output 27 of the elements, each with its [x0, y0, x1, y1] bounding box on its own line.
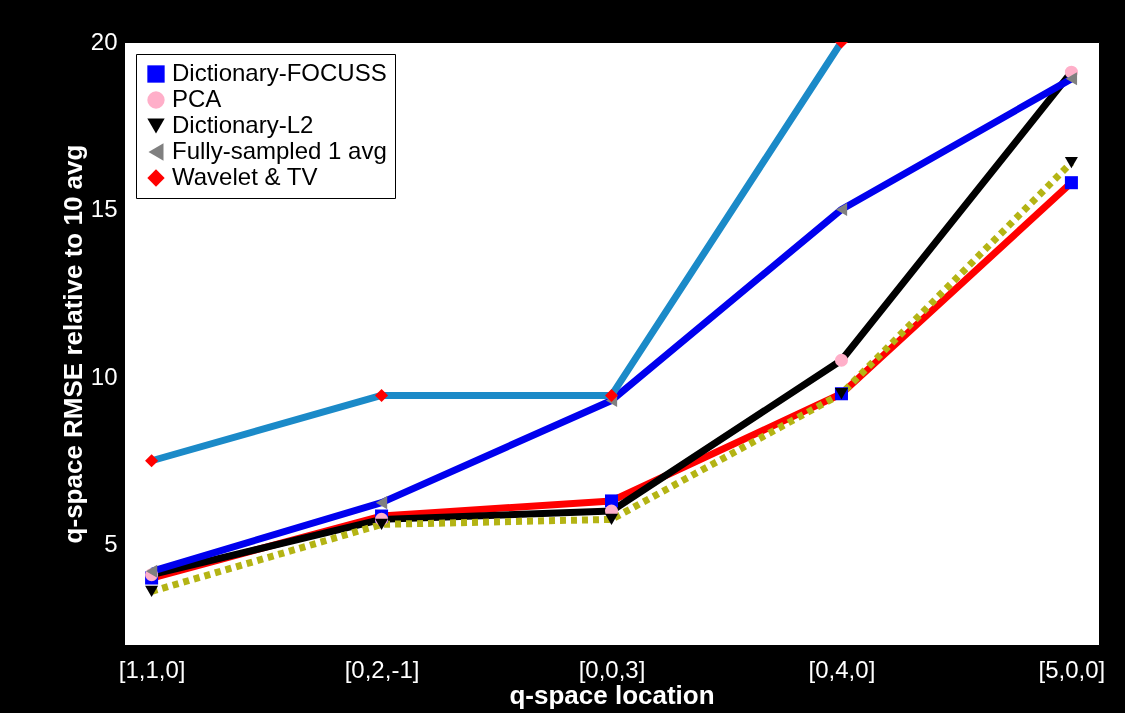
x-tick-label: [1,1,0]	[118, 655, 186, 683]
point	[1065, 72, 1078, 86]
point	[604, 513, 619, 526]
legend-label: Wavelet & TV	[172, 163, 318, 190]
point	[834, 353, 848, 367]
y-tick-label: 10	[90, 362, 118, 390]
point	[145, 454, 159, 468]
y-axis-title: q-space RMSE relative to 10 avg	[57, 144, 88, 544]
y-tick-label: 15	[90, 195, 118, 222]
point	[375, 496, 388, 510]
point	[145, 564, 158, 578]
point	[1064, 176, 1078, 190]
point	[835, 202, 848, 217]
x-tick-label: [5,0,0]	[1038, 655, 1106, 683]
x-tick-label: [0,4,0]	[808, 655, 876, 683]
legend-label: PCA	[172, 85, 222, 112]
point	[375, 518, 389, 531]
point	[604, 388, 619, 402]
legend-label: Dictionary-FOCUSS	[172, 59, 387, 86]
legend-label: Fully-sampled 1 avg	[172, 137, 387, 164]
point	[145, 585, 159, 598]
point	[375, 388, 389, 402]
y-tick-label: 5	[104, 530, 118, 557]
point	[1064, 156, 1078, 169]
legend-label: Dictionary-L2	[172, 111, 314, 138]
x-tick-label: [0,2,-1]	[344, 655, 420, 683]
y-tick-label: 20	[90, 27, 118, 55]
